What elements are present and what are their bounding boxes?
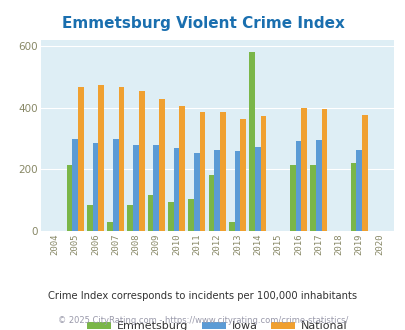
Bar bbox=[356, 150, 361, 231]
Bar bbox=[199, 112, 205, 231]
Text: © 2025 CityRating.com - https://www.cityrating.com/crime-statistics/: © 2025 CityRating.com - https://www.city… bbox=[58, 316, 347, 325]
Bar bbox=[214, 150, 220, 231]
Bar bbox=[260, 115, 266, 231]
Bar bbox=[208, 176, 214, 231]
Bar bbox=[254, 147, 260, 231]
Bar bbox=[72, 139, 78, 231]
Bar bbox=[234, 151, 240, 231]
Bar bbox=[139, 90, 144, 231]
Bar bbox=[113, 139, 118, 231]
Text: Crime Index corresponds to incidents per 100,000 inhabitants: Crime Index corresponds to incidents per… bbox=[48, 291, 357, 301]
Bar bbox=[98, 85, 104, 231]
Bar bbox=[66, 165, 72, 231]
Bar bbox=[159, 99, 164, 231]
Text: Emmetsburg Violent Crime Index: Emmetsburg Violent Crime Index bbox=[62, 16, 343, 31]
Bar bbox=[153, 145, 159, 231]
Bar bbox=[295, 142, 301, 231]
Bar bbox=[194, 153, 199, 231]
Bar bbox=[220, 112, 225, 231]
Bar bbox=[315, 140, 321, 231]
Bar bbox=[92, 143, 98, 231]
Bar bbox=[309, 165, 315, 231]
Bar bbox=[188, 199, 194, 231]
Bar bbox=[133, 145, 139, 231]
Bar bbox=[249, 52, 254, 231]
Bar bbox=[301, 108, 306, 231]
Bar bbox=[228, 222, 234, 231]
Bar bbox=[107, 222, 113, 231]
Bar bbox=[289, 165, 295, 231]
Bar bbox=[361, 115, 367, 231]
Bar bbox=[168, 202, 173, 231]
Bar bbox=[118, 87, 124, 231]
Legend: Emmetsburg, Iowa, National: Emmetsburg, Iowa, National bbox=[82, 317, 351, 330]
Bar bbox=[147, 195, 153, 231]
Bar bbox=[321, 109, 326, 231]
Bar bbox=[179, 106, 185, 231]
Bar bbox=[127, 205, 133, 231]
Bar bbox=[240, 118, 245, 231]
Bar bbox=[78, 86, 83, 231]
Bar bbox=[173, 148, 179, 231]
Bar bbox=[87, 205, 92, 231]
Bar bbox=[350, 163, 356, 231]
